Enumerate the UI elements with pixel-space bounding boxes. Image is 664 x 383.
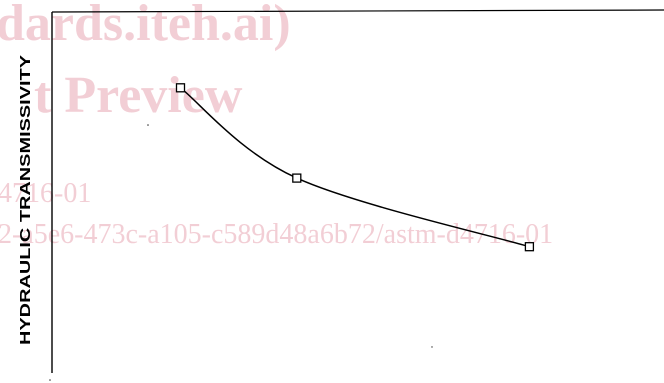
series-line: [180, 87, 530, 248]
y-axis-label: HYDRAULIC TRANSMISSIVITY: [17, 55, 34, 345]
watermark: dards.iteh.ai) t Preview 4716-01 2-a5e6-…: [0, 0, 553, 250]
watermark-line-3: 4716-01: [0, 178, 91, 209]
data-point-marker: [292, 173, 302, 183]
watermark-line-1: dards.iteh.ai): [0, 0, 291, 52]
series-layer: [175, 83, 535, 252]
scan-speck: [431, 346, 433, 348]
scan-speck: [49, 379, 51, 381]
watermark-line-2: t Preview: [34, 67, 243, 124]
top-frame-line: [51, 9, 664, 13]
scan-speck: [147, 124, 149, 126]
watermark-line-4: 2-a5e6-473c-a105-c589d48a6b72/astm-d4716…: [0, 219, 553, 250]
data-point-marker: [524, 242, 535, 252]
data-point-marker: [175, 83, 186, 93]
